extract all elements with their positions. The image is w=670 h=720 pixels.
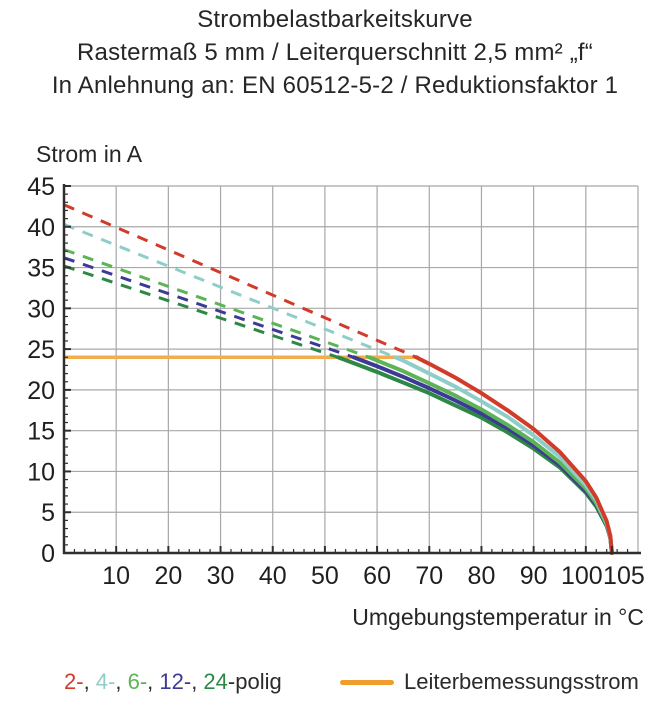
- svg-text:30: 30: [27, 295, 55, 323]
- svg-text:25: 25: [27, 336, 55, 364]
- svg-text:40: 40: [27, 214, 55, 242]
- svg-text:80: 80: [468, 562, 496, 590]
- title-block: Strombelastbarkeitskurve Rastermaß 5 mm …: [0, 3, 670, 102]
- svg-text:20: 20: [154, 562, 182, 590]
- series-dashed-12-polig: [63, 256, 355, 359]
- legend-pole-item: ,: [191, 669, 204, 694]
- grid-lines: [64, 185, 639, 553]
- svg-text:30: 30: [207, 562, 235, 590]
- page-subtitle-2: In Anlehnung an: EN 60512-5-2 / Reduktio…: [51, 72, 619, 99]
- x-tick-labels: 10 20 30 40 50 60 70 80 90 100 105: [102, 562, 644, 590]
- series-solid-12-polig: [351, 355, 614, 555]
- legend-rated-current: Leiterbemessungsstrom: [340, 664, 639, 700]
- legend-pole-item: 24: [203, 669, 228, 694]
- series-solid-24-polig: [335, 355, 614, 555]
- series-solid-2-polig: [414, 355, 614, 555]
- svg-text:60: 60: [363, 562, 391, 590]
- series-dashed-4-polig: [63, 222, 396, 359]
- y-tick-labels: 0 5 10 15 20 25 30 35 40 45: [27, 173, 55, 568]
- svg-text:100: 100: [561, 562, 603, 590]
- page-subtitle-1: Rastermaß 5 mm / Leiterquerschnitt 2,5 m…: [77, 39, 593, 66]
- svg-text:45: 45: [27, 173, 55, 201]
- legend-pole-item: 6-: [127, 669, 148, 694]
- svg-text:20: 20: [27, 377, 55, 405]
- legend-pole-item: -polig: [227, 669, 282, 694]
- svg-text:90: 90: [520, 562, 548, 590]
- svg-text:105: 105: [603, 562, 645, 590]
- y-axis-title: Strom in A: [36, 141, 143, 167]
- svg-text:10: 10: [27, 458, 55, 486]
- series-dashed-2-polig: [63, 203, 417, 359]
- series-dashed-6-polig: [63, 248, 370, 359]
- axis-ticks: [64, 185, 629, 554]
- svg-text:5: 5: [41, 499, 55, 527]
- svg-text:0: 0: [41, 540, 55, 568]
- rated-current-line-swatch: [340, 679, 394, 685]
- svg-text:50: 50: [311, 562, 339, 590]
- legend-pole-item: 2-: [64, 669, 84, 694]
- page-title: Strombelastbarkeitskurve: [197, 6, 473, 33]
- legend-pole-item: ,: [147, 669, 160, 694]
- legend-pole-counts: 2-, 4-, 6-, 12-, 24-polig: [64, 664, 282, 700]
- legend-pole-item: ,: [83, 669, 96, 694]
- svg-text:15: 15: [27, 418, 55, 446]
- legend-pole-item: 4-: [95, 669, 116, 694]
- svg-text:35: 35: [27, 255, 55, 283]
- axes: [62, 184, 641, 555]
- svg-text:70: 70: [415, 562, 443, 590]
- svg-text:10: 10: [102, 562, 130, 590]
- legend-pole-item: ,: [115, 669, 128, 694]
- series-solid-6-polig: [367, 355, 614, 555]
- legend-pole-item: 12-: [159, 669, 192, 694]
- svg-text:40: 40: [259, 562, 287, 590]
- series-dashed-24-polig: [63, 264, 339, 359]
- x-axis-title: Umgebungstemperatur in °C: [352, 604, 644, 630]
- rated-current-label: Leiterbemessungsstrom: [404, 669, 639, 694]
